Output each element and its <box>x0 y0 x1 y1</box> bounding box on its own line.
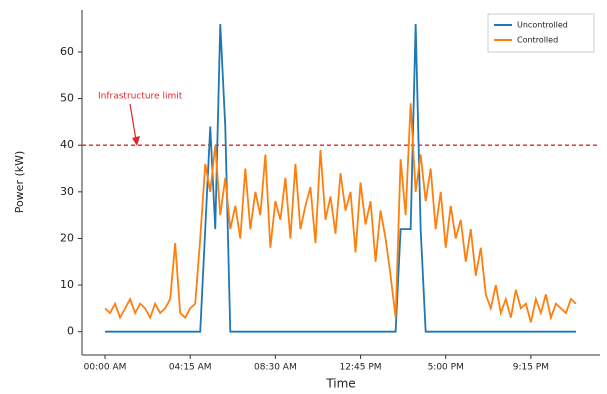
x-tick-label: 12:45 PM <box>340 363 382 373</box>
series-line <box>104 103 577 323</box>
y-tick-label: 60 <box>60 45 74 58</box>
annotation: Infrastructure limit <box>98 92 183 102</box>
x-axis-label: Time <box>325 377 355 391</box>
x-tick-label: 04:15 AM <box>169 363 212 373</box>
series-line <box>105 23 576 333</box>
legend-label: Uncontrolled <box>517 21 568 30</box>
y-tick-label: 20 <box>60 231 74 244</box>
y-tick-label: 40 <box>60 138 74 151</box>
y-tick-label: 0 <box>67 325 74 338</box>
y-tick-label: 10 <box>60 278 74 291</box>
legend-label: Controlled <box>517 36 558 45</box>
annotation-arrow <box>129 103 137 141</box>
x-tick-label: 08:30 AM <box>254 363 297 373</box>
y-tick-label: 30 <box>60 185 74 198</box>
y-tick-label: 50 <box>60 92 74 105</box>
y-axis-label: Power (kW) <box>13 151 26 214</box>
x-tick-label: 5:00 PM <box>428 363 464 373</box>
legend-box <box>487 13 595 53</box>
x-tick-label: 00:00 AM <box>84 363 127 373</box>
x-tick-label: 9:15 PM <box>513 363 549 373</box>
annotation-arrowhead <box>132 136 140 146</box>
